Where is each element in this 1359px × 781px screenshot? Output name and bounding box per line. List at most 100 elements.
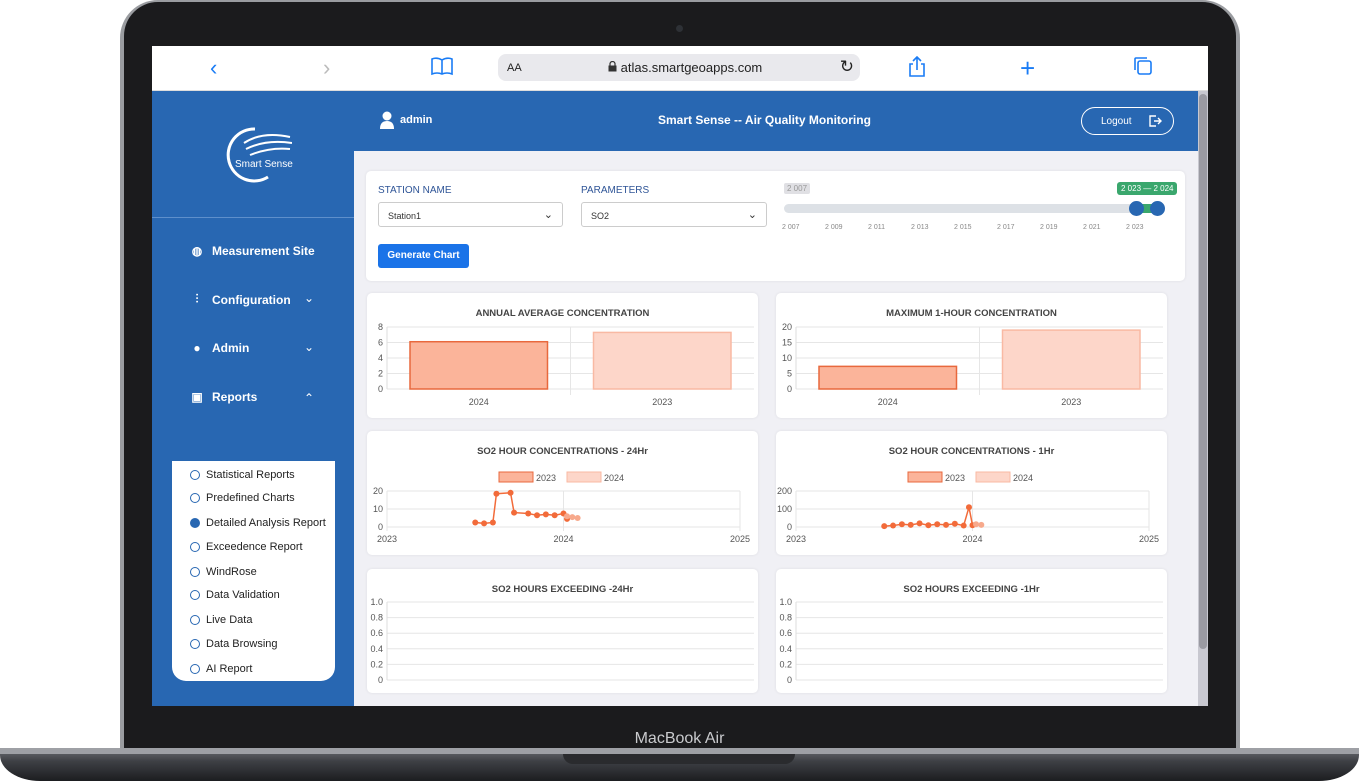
y-tick-label: 0.4 <box>370 644 383 654</box>
data-point <box>481 520 488 527</box>
radio-icon <box>190 664 200 674</box>
gauge-icon: ◍ <box>191 244 203 258</box>
chart-title: SO2 HOURS EXCEEDING -24Hr <box>491 584 634 595</box>
logout-button[interactable]: Logout <box>1081 107 1174 135</box>
submenu-item-predefined-charts[interactable]: Predefined Charts <box>190 492 295 504</box>
y-tick-label: 0.2 <box>779 659 792 669</box>
book-icon[interactable] <box>431 56 453 81</box>
chart-panel: SO2 HOUR CONCENTRATIONS - 24Hr 2023 2024 0… <box>367 431 758 555</box>
data-point <box>569 514 576 521</box>
data-point <box>925 522 932 529</box>
bar <box>1001 329 1141 390</box>
parameter-select[interactable]: SO2 ⌄ <box>581 202 767 227</box>
y-tick-label: 2 <box>378 369 383 379</box>
y-tick-label: 6 <box>378 338 383 348</box>
sliders-icon: ⫶ <box>195 292 199 306</box>
sidebar-item-measurement-site[interactable]: ◍ Measurement Site <box>191 244 315 258</box>
app-header: admin Smart Sense -- Air Quality Monitor… <box>354 91 1208 151</box>
year-range-fill <box>1136 204 1158 213</box>
chevron-up-icon[interactable]: ⌃ <box>304 391 315 405</box>
reload-icon[interactable]: ↻ <box>839 57 854 76</box>
legend-label: 2024 <box>1013 473 1033 483</box>
data-point <box>525 510 532 517</box>
data-point <box>951 520 958 527</box>
data-point <box>489 519 496 526</box>
range-tick-label: 2 009 <box>825 224 843 231</box>
y-tick-label: 0.6 <box>370 628 383 638</box>
y-tick-label: 20 <box>373 486 383 496</box>
data-point <box>898 521 905 528</box>
radio-icon <box>190 615 200 625</box>
chart-title: ANNUAL AVERAGE CONCENTRATION <box>475 308 650 319</box>
series-line <box>475 492 568 525</box>
data-point <box>881 523 888 530</box>
range-handle-start[interactable] <box>1129 201 1144 216</box>
y-tick-label: 100 <box>777 504 792 514</box>
submenu-item-data-browsing[interactable]: Data Browsing <box>190 638 278 650</box>
chevron-down-icon[interactable]: ⌄ <box>304 340 315 354</box>
y-tick-label: 20 <box>782 322 792 332</box>
radio-icon <box>190 470 200 480</box>
divider <box>152 217 354 218</box>
smart-sense-logo <box>226 127 292 183</box>
data-point <box>534 512 541 519</box>
sidebar-item-reports[interactable]: ▣ Reports <box>191 390 258 404</box>
submenu-item-live-data[interactable]: Live Data <box>190 614 252 626</box>
plus-icon[interactable]: + <box>1020 53 1036 83</box>
y-tick-label: 0 <box>378 384 383 394</box>
y-tick-label: 10 <box>373 504 383 514</box>
camera <box>676 25 683 32</box>
year-range-slider[interactable] <box>784 204 1160 213</box>
y-tick-label: 1.0 <box>370 597 383 607</box>
logo-text: Smart Sense <box>235 159 293 170</box>
x-tick-label: 2025 <box>730 534 750 544</box>
submenu-item-statistical-reports[interactable]: Statistical Reports <box>190 469 295 481</box>
chevron-left-icon[interactable]: ‹ <box>210 55 218 80</box>
y-tick-label: 0.8 <box>779 613 792 623</box>
chart-maximum-1-hour: 0 5 10 15 20 2024 2023 <box>782 322 1163 407</box>
parameters-label: PARAMETERS <box>581 185 650 196</box>
tabs-icon[interactable] <box>1133 56 1153 81</box>
scrollbar-thumb[interactable] <box>1199 94 1207 649</box>
range-tick-label: 2 015 <box>954 224 972 231</box>
y-tick-label: 0.2 <box>370 659 383 669</box>
submenu-item-data-validation[interactable]: Data Validation <box>190 589 280 601</box>
station-select[interactable]: Station1 ⌄ <box>378 202 563 227</box>
submenu-item-windrose[interactable]: WindRose <box>190 566 257 578</box>
y-tick-label: 8 <box>378 322 383 332</box>
data-point <box>965 504 972 511</box>
chart-panel: SO2 HOUR CONCENTRATIONS - 1Hr 2023 2024 0 1… <box>776 431 1167 555</box>
address-bar[interactable]: AA atlas.smartgeoapps.com ↻ <box>498 54 860 81</box>
range-tick-label: 2 019 <box>1040 224 1058 231</box>
screen: ‹ › AA atlas.smartgeoapps.com ↻ + Smart … <box>152 46 1208 706</box>
y-tick-label: 200 <box>777 486 792 496</box>
bar <box>592 331 732 390</box>
chevron-right-icon[interactable]: › <box>323 55 331 80</box>
chart-title: SO2 HOUR CONCENTRATIONS - 24Hr <box>477 446 648 457</box>
range-handle-end[interactable] <box>1150 201 1165 216</box>
y-tick-label: 0.8 <box>370 613 383 623</box>
user-icon: ● <box>193 341 201 355</box>
submenu-item-ai-report[interactable]: AI Report <box>190 663 252 675</box>
submenu-item-exceedence-report[interactable]: Exceedence Report <box>190 541 303 553</box>
y-tick-label: 10 <box>782 353 792 363</box>
y-tick-label: 0.4 <box>779 644 792 654</box>
y-tick-label: 0 <box>787 522 792 532</box>
legend-swatch <box>498 471 534 483</box>
y-tick-label: 5 <box>787 369 792 379</box>
generate-chart-button[interactable]: Generate Chart <box>378 244 469 268</box>
radio-icon <box>190 493 200 503</box>
chevron-down-icon: ⌄ <box>543 209 553 221</box>
radio-icon <box>190 542 200 552</box>
range-min-badge: 2 007 <box>784 183 811 194</box>
text-size-button[interactable]: AA <box>507 62 522 74</box>
submenu-item-detailed-analysis-report[interactable]: Detailed Analysis Report <box>190 517 326 529</box>
share-icon[interactable] <box>908 55 926 83</box>
legend-label: 2024 <box>604 473 624 483</box>
data-point <box>934 521 941 528</box>
sidebar-item-admin[interactable]: ● Admin <box>190 341 249 355</box>
chevron-down-icon[interactable]: ⌄ <box>304 291 315 305</box>
sidebar-item-configuration[interactable]: ⫶ Configuration <box>190 292 290 307</box>
data-point <box>472 519 479 526</box>
laptop-notch <box>563 754 795 764</box>
